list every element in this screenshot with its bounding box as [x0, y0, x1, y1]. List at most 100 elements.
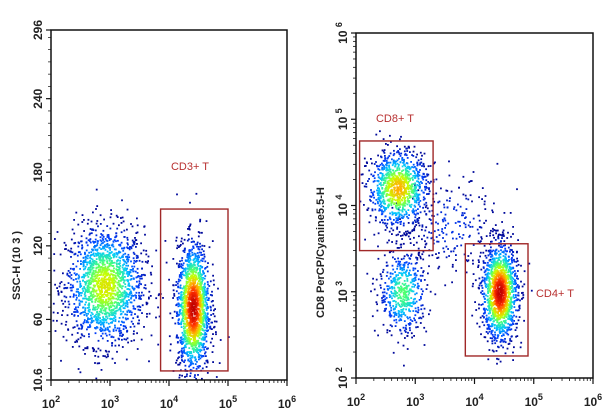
event-point	[417, 306, 420, 309]
event-point	[487, 318, 490, 321]
event-point	[104, 276, 106, 278]
event-point	[501, 335, 503, 337]
event-point	[93, 262, 96, 265]
event-point	[372, 201, 375, 204]
event-point	[519, 346, 522, 349]
event-point	[175, 361, 177, 364]
gate-cd3-t[interactable]	[159, 208, 229, 372]
event-point	[99, 297, 102, 300]
event-point	[183, 289, 186, 292]
event-point	[105, 298, 107, 301]
event-point	[80, 294, 83, 297]
event-point	[391, 158, 393, 161]
event-point	[93, 272, 96, 275]
event-point	[112, 336, 115, 339]
event-point	[196, 329, 199, 332]
event-point	[411, 211, 414, 214]
event-point	[95, 262, 98, 265]
event-point	[401, 234, 404, 237]
event-point	[198, 330, 201, 333]
event-point	[195, 192, 198, 195]
event-point	[484, 254, 487, 257]
event-point	[407, 209, 410, 211]
event-point	[196, 282, 199, 285]
event-point	[97, 322, 100, 324]
event-point	[196, 278, 199, 281]
event-point	[198, 345, 200, 348]
event-point	[455, 259, 457, 261]
event-point	[177, 296, 180, 299]
event-point	[118, 327, 121, 330]
event-point	[121, 338, 123, 341]
event-point	[203, 317, 206, 319]
event-point	[186, 254, 189, 256]
event-point	[408, 323, 411, 326]
event-point	[490, 330, 493, 332]
event-point	[191, 314, 194, 317]
event-point	[383, 219, 386, 221]
event-point	[76, 311, 79, 313]
event-point	[191, 330, 194, 333]
event-point	[395, 160, 398, 163]
event-point	[189, 375, 192, 377]
event-point	[73, 311, 75, 313]
event-point	[485, 314, 488, 317]
event-point	[471, 285, 474, 288]
event-point	[411, 166, 413, 168]
event-point	[388, 166, 391, 169]
event-point	[516, 322, 518, 325]
event-point	[513, 283, 515, 285]
event-point	[89, 318, 92, 320]
event-point	[505, 250, 508, 253]
event-point	[422, 198, 425, 201]
event-point	[133, 288, 135, 291]
event-point	[119, 290, 121, 293]
event-point	[143, 225, 146, 228]
event-point	[211, 290, 213, 293]
event-point	[197, 262, 200, 265]
event-point	[388, 330, 391, 332]
event-point	[425, 213, 428, 216]
event-point	[407, 222, 410, 224]
event-point	[92, 295, 95, 298]
event-point	[73, 326, 76, 328]
event-point	[82, 311, 84, 314]
event-point	[130, 278, 133, 281]
event-point	[396, 226, 399, 229]
event-point	[397, 260, 400, 263]
event-point	[181, 314, 184, 316]
event-point	[178, 314, 181, 316]
event-point	[416, 174, 419, 177]
event-point	[478, 325, 481, 328]
event-point	[181, 331, 184, 334]
event-point	[89, 325, 92, 328]
event-point	[64, 306, 67, 308]
event-point	[390, 306, 393, 309]
event-point	[211, 294, 213, 297]
event-point	[157, 294, 160, 297]
event-point	[412, 170, 415, 172]
event-point	[114, 311, 116, 313]
event-point	[415, 310, 417, 313]
event-point	[399, 314, 402, 317]
event-point	[373, 190, 376, 193]
event-point	[201, 254, 204, 256]
event-point	[383, 167, 386, 169]
event-point	[181, 267, 184, 270]
event-point	[382, 296, 385, 298]
event-point	[477, 240, 480, 243]
event-point	[82, 264, 85, 267]
event-point	[483, 293, 486, 295]
event-point	[188, 228, 191, 231]
event-point	[189, 310, 191, 313]
event-point	[423, 279, 426, 281]
event-point	[437, 240, 440, 243]
event-point	[483, 200, 486, 203]
event-point	[114, 280, 117, 283]
event-point	[499, 234, 502, 236]
event-point	[52, 302, 55, 305]
event-point	[387, 156, 390, 159]
event-point	[410, 255, 412, 257]
event-point	[195, 378, 197, 380]
event-point	[422, 196, 425, 199]
